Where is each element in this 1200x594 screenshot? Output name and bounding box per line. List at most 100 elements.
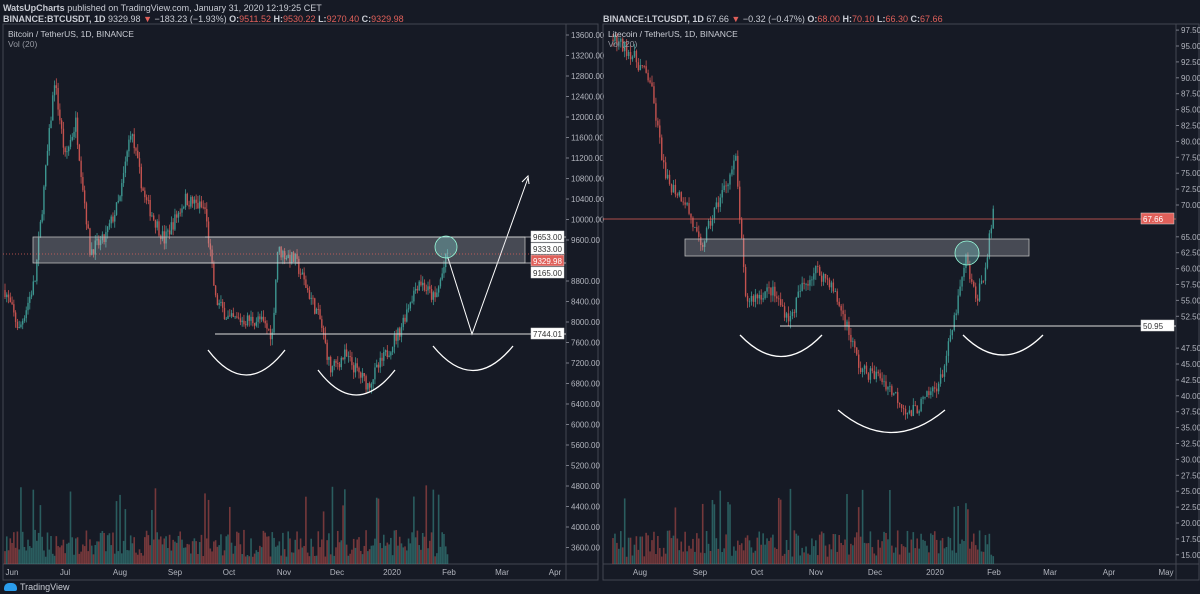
candle-body — [684, 202, 686, 205]
candle-body — [232, 313, 235, 318]
volume-bar — [768, 540, 770, 564]
candle-body — [329, 356, 332, 373]
candle-body — [980, 280, 983, 284]
candle-body — [223, 307, 226, 320]
volume-bar — [756, 537, 759, 564]
candle-body — [990, 228, 992, 234]
volume-bar — [119, 494, 121, 564]
candle-body — [179, 212, 181, 214]
candle-body — [429, 286, 431, 289]
candle-body — [138, 158, 141, 167]
volume-bar — [220, 534, 222, 564]
candle-body — [30, 294, 33, 297]
volume-bar — [21, 531, 24, 564]
candle-body — [43, 186, 45, 215]
candle-body — [266, 323, 268, 329]
candle-body — [400, 326, 403, 337]
volume-bar — [748, 540, 751, 564]
candle-body — [735, 155, 737, 161]
candle-body — [799, 290, 801, 292]
volume-bar — [402, 547, 405, 564]
candle-body — [614, 35, 616, 42]
volume-bar — [429, 540, 431, 564]
ltc-y-tick-label: 70.00 — [1181, 201, 1200, 210]
volume-bar — [98, 541, 100, 564]
volume-bar — [262, 530, 265, 564]
volume-bar — [781, 555, 784, 564]
candle-body — [781, 305, 784, 307]
volume-bar — [924, 540, 926, 564]
candle-body — [785, 313, 788, 318]
volume-bar — [844, 539, 846, 564]
volume-bar — [770, 537, 772, 564]
volume-bar — [411, 532, 413, 564]
candle-body — [236, 316, 238, 318]
volume-bar — [283, 549, 286, 564]
candle-body — [283, 251, 286, 260]
candle-body — [122, 172, 125, 184]
btc-y-tick-label: 12400.00 — [571, 93, 605, 102]
volume-bar — [328, 533, 330, 564]
candle-body — [308, 290, 311, 299]
candle-body — [121, 183, 123, 197]
volume-bar — [873, 553, 876, 564]
volume-bar — [352, 538, 355, 564]
volume-bar — [832, 533, 835, 564]
btc-y-tick-label: 10000.00 — [571, 216, 605, 225]
volume-bar — [777, 497, 780, 564]
btc-y-tick-label: 12000.00 — [571, 113, 605, 122]
candle-body — [66, 151, 68, 153]
volume-bar — [776, 548, 778, 564]
btc-neckline-tag: 7744.01 — [533, 330, 562, 339]
candle-body — [262, 316, 265, 321]
volume-bar — [698, 538, 700, 564]
volume-bar — [933, 531, 936, 564]
candle-body — [193, 199, 196, 204]
volume-bar — [657, 535, 659, 564]
candle-body — [441, 273, 443, 280]
candle-body — [11, 302, 13, 305]
volume-bar — [935, 539, 938, 564]
candle-body — [280, 246, 282, 258]
candle-body — [918, 411, 920, 414]
candle-body — [184, 193, 187, 208]
btc-x-tick-label: Jun — [6, 568, 19, 577]
candle-body — [820, 275, 823, 282]
ltc-x-tick-label: 2020 — [926, 568, 944, 577]
ltc-y-tick-label: 32.50 — [1181, 440, 1200, 449]
volume-bar — [243, 529, 245, 564]
volume-bar — [953, 506, 956, 564]
volume-bar — [639, 536, 642, 564]
candle-body — [725, 185, 727, 187]
candle-body — [622, 38, 624, 52]
candle-body — [631, 56, 634, 60]
left-high: 9530.22 — [283, 14, 316, 24]
candle-body — [627, 51, 630, 56]
candle-body — [852, 341, 854, 343]
volume-bar — [725, 534, 727, 564]
volume-bar — [211, 551, 213, 564]
volume-bar — [727, 501, 729, 564]
volume-bar — [289, 538, 291, 564]
candle-body — [842, 310, 844, 315]
volume-bar — [391, 555, 394, 564]
candle-body — [190, 197, 192, 207]
candle-body — [809, 279, 811, 286]
btc-y-tick-label: 6000.00 — [571, 421, 600, 430]
tradingview-logo[interactable]: TradingView — [4, 582, 70, 592]
btc-y-tick-label: 8400.00 — [571, 298, 600, 307]
candle-body — [305, 279, 307, 288]
volume-bar — [795, 533, 798, 564]
volume-bar — [23, 546, 26, 564]
author-link[interactable]: WatsUpCharts — [3, 3, 65, 13]
btc-y-tick-label: 12800.00 — [571, 72, 605, 81]
volume-bar — [48, 549, 51, 564]
candle-body — [338, 363, 341, 368]
volume-bar — [729, 504, 731, 564]
volume-bar — [932, 534, 934, 564]
volume-bar — [83, 546, 86, 564]
candle-body — [399, 328, 401, 337]
volume-bar — [382, 534, 385, 564]
right-change: −0.32 (−0.47%) — [742, 14, 805, 24]
